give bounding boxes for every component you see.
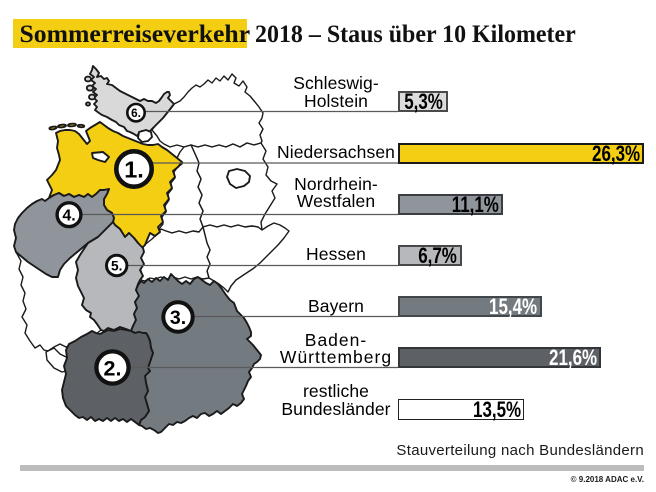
svg-text:4.: 4. [62, 208, 75, 225]
svg-text:3.: 3. [170, 307, 186, 329]
svg-text:5.: 5. [111, 259, 122, 274]
svg-text:1.: 1. [124, 157, 144, 183]
svg-text:2.: 2. [104, 356, 122, 380]
svg-text:6.: 6. [131, 107, 141, 120]
